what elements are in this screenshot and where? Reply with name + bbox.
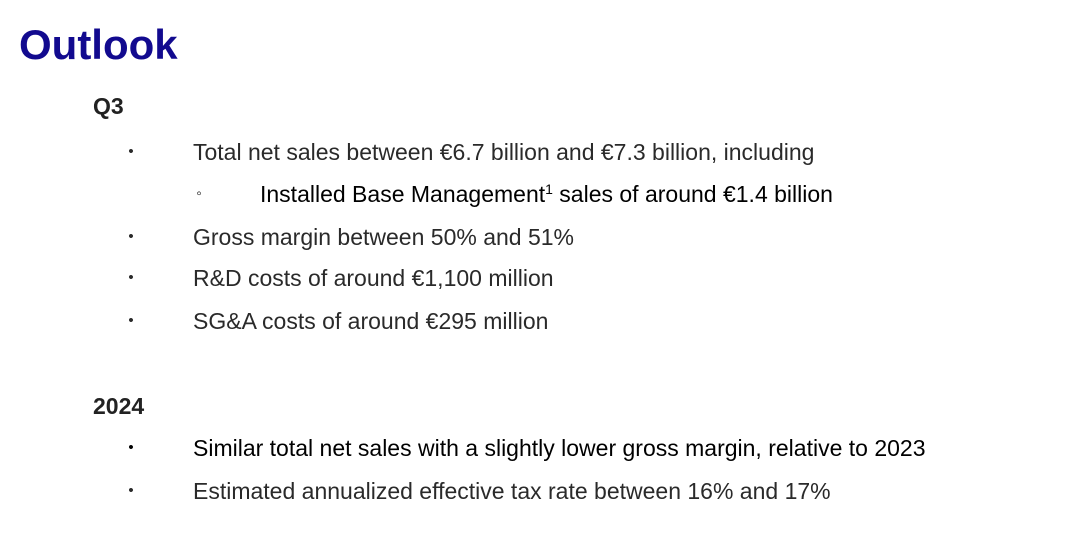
list-item: • Total net sales between €6.7 billion a…	[0, 137, 1080, 167]
bullet-icon: •	[128, 228, 134, 245]
list-item: • Gross margin between 50% and 51%	[0, 222, 1080, 252]
list-item: • Similar total net sales with a slightl…	[0, 433, 1080, 463]
bullet-icon: •	[128, 482, 134, 499]
list-item: • SG&A costs of around €295 million	[0, 306, 1080, 336]
sub-list-item-rest: sales of around €1.4 billion	[552, 181, 833, 207]
section-heading-2024: 2024	[93, 393, 145, 419]
list-item-text: Similar total net sales with a slightly …	[193, 435, 926, 461]
list-item-text: R&D costs of around €1,100 million	[193, 265, 554, 291]
section-heading-q3: Q3	[93, 93, 124, 119]
list-item-text: Gross margin between 50% and 51%	[193, 224, 574, 250]
sub-bullet-icon: ◦	[196, 185, 202, 202]
list-item-text: Total net sales between €6.7 billion and…	[193, 139, 815, 165]
list-item-text: Estimated annualized effective tax rate …	[193, 478, 831, 504]
bullet-icon: •	[128, 269, 134, 286]
bullet-icon: •	[128, 143, 134, 160]
bullet-icon: •	[128, 439, 134, 456]
page-title: Outlook	[19, 21, 178, 68]
list-item: • Estimated annualized effective tax rat…	[0, 476, 1080, 506]
sub-list-item: ◦ Installed Base Management1 sales of ar…	[0, 179, 1080, 209]
footnote-marker: 1	[545, 181, 553, 197]
list-item-text: SG&A costs of around €295 million	[193, 308, 549, 334]
term-text: Installed Base Management	[260, 181, 546, 207]
list-item: • R&D costs of around €1,100 million	[0, 263, 1080, 293]
bullet-icon: •	[128, 312, 134, 329]
sub-list-item-text: Installed Base Management1 sales of arou…	[260, 179, 833, 209]
